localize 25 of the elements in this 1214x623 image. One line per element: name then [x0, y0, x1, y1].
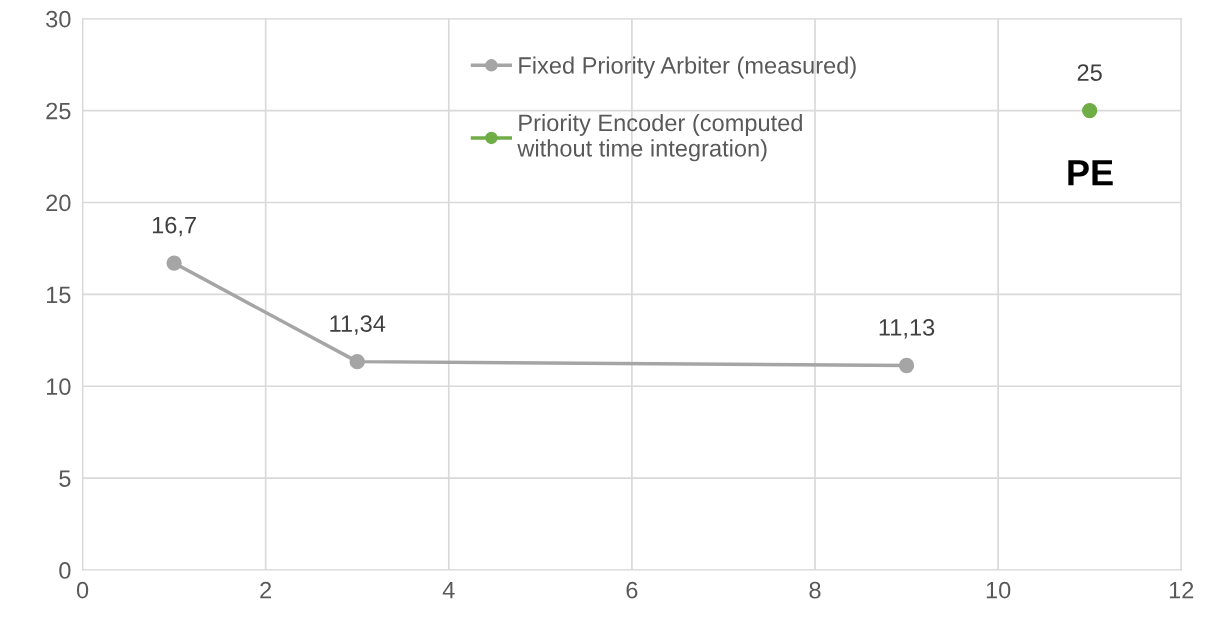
point: [898, 357, 915, 374]
data-label: 16,7: [152, 216, 196, 237]
x-tick-label: 2: [260, 581, 272, 599]
x-tick-label: 6: [626, 581, 638, 599]
point: [1082, 102, 1098, 119]
x-tick-label: 10: [986, 581, 1011, 599]
legend-label: Fixed Priority Arbiter (measured): [519, 56, 856, 79]
x-tick-label: 0: [76, 581, 89, 599]
legend-label: Priority Encoder (computed without time integration): [517, 113, 802, 162]
y-tick-label: 10: [46, 378, 71, 396]
x-tick-label: 8: [809, 581, 821, 599]
data-label: 25: [1077, 64, 1102, 81]
point: [166, 255, 182, 271]
point: [349, 353, 365, 370]
y-tick-label: 0: [59, 562, 71, 579]
data-label: 11,34: [330, 315, 386, 335]
y-tick-label: 20: [46, 194, 71, 212]
y-tick-label: 15: [46, 286, 71, 304]
annotation: PE: [1068, 160, 1113, 186]
x-tick-label: 12: [1169, 581, 1194, 599]
y-tick-label: 25: [46, 102, 71, 120]
y-tick-label: 30: [46, 10, 71, 28]
y-tick-label: 5: [59, 470, 71, 487]
data-label: 11,13: [879, 319, 935, 339]
x-tick-label: 4: [442, 582, 455, 599]
